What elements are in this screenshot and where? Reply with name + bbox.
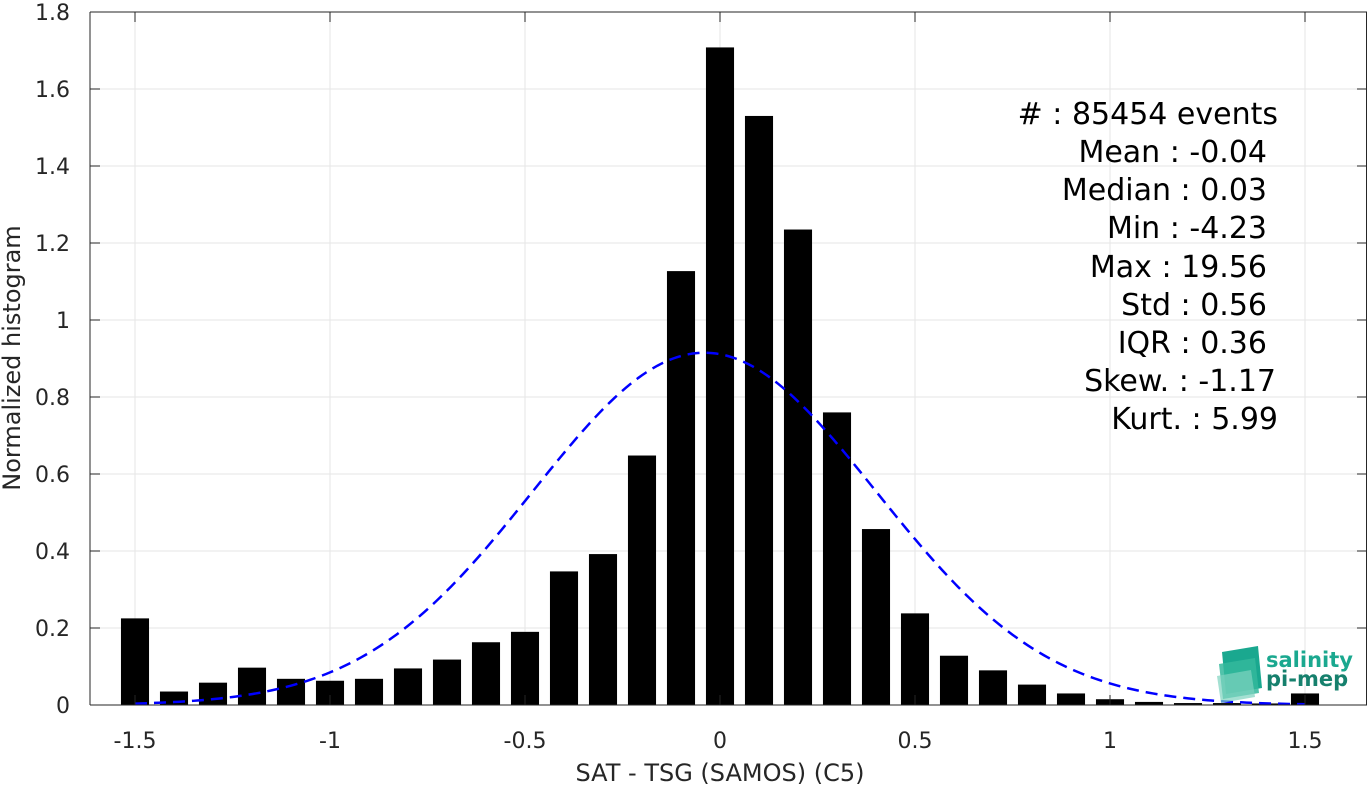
y-tick-label: 0.2 (35, 617, 70, 642)
histogram-bar (1017, 684, 1047, 705)
histogram-bar (1173, 703, 1203, 705)
x-tick-label: -1.5 (114, 729, 157, 754)
stat-max: Max : 19.56 (1090, 250, 1267, 285)
y-tick-label: 0.4 (35, 540, 70, 565)
y-tick-label: 0.6 (35, 463, 70, 488)
histogram-bar (471, 642, 501, 705)
histogram-bar (1134, 701, 1164, 705)
histogram-bar (861, 529, 891, 705)
histogram-bar (939, 655, 969, 705)
stat-min: Min : -4.23 (1107, 211, 1267, 246)
histogram-bar (783, 229, 813, 705)
y-tick-label: 1 (56, 309, 70, 334)
stat-std: Std : 0.56 (1121, 288, 1267, 323)
histogram-bar (822, 412, 852, 705)
histogram-bar (510, 631, 540, 705)
y-tick-label: 1.8 (35, 1, 70, 26)
histogram-bar (393, 668, 423, 705)
stat-iqr: IQR : 0.36 (1118, 326, 1267, 361)
x-tick-label: 1.5 (1288, 729, 1323, 754)
histogram-bar (237, 667, 267, 705)
x-tick-label: 0.5 (898, 729, 933, 754)
gaussian-fit-curve (134, 351, 1306, 706)
x-tick-label: -1 (319, 729, 341, 754)
logo-line-1: salinity (1266, 648, 1353, 672)
histogram-bar (1212, 703, 1242, 705)
wave-logo-icon (1217, 646, 1262, 703)
histogram-bar (705, 47, 735, 706)
stats-box: # : 85454 events Mean : -0.04 Median : 0… (1018, 97, 1278, 437)
x-tick-label: 1 (1103, 729, 1117, 754)
salinity-pi-mep-logo: salinity pi-mep (1217, 646, 1353, 703)
y-tick-label: 1.6 (35, 78, 70, 103)
y-tick-label: 0.8 (35, 386, 70, 411)
histogram-bar (666, 271, 696, 705)
histogram-bar (627, 455, 657, 705)
logo-line-2: pi-mep (1266, 667, 1348, 691)
y-axis-ticks: 0 0.2 0.4 0.6 0.8 1 1.2 1.4 1.6 1.8 (35, 1, 1367, 719)
histogram-bar (549, 571, 579, 705)
histogram-bar (588, 554, 618, 705)
y-tick-label: 0 (56, 694, 70, 719)
histogram-bar (978, 670, 1008, 705)
x-axis-ticks: -1.5 -1 -0.5 0 0.5 1 1.5 (114, 12, 1323, 754)
x-tick-label: -0.5 (504, 729, 547, 754)
histogram-bar (432, 659, 462, 705)
y-tick-label: 1.2 (35, 232, 70, 257)
histogram-bar (744, 115, 774, 705)
stat-mean: Mean : -0.04 (1078, 135, 1267, 170)
histogram-bar (120, 618, 150, 705)
histogram-bar (900, 613, 930, 705)
histogram-bar (1056, 693, 1086, 705)
stat-median: Median : 0.03 (1062, 173, 1267, 208)
x-axis-label: SAT - TSG (SAMOS) (C5) (576, 759, 865, 785)
stat-skew: Skew. : -1.17 (1084, 364, 1276, 399)
histogram-bar (354, 678, 384, 705)
histogram-bars (120, 47, 1320, 706)
x-tick-label: 0 (713, 729, 727, 754)
histogram-bar (198, 682, 228, 705)
stat-events: # : 85454 events (1018, 97, 1278, 132)
y-axis-label: Normalized histogram (0, 225, 26, 490)
y-tick-label: 1.4 (35, 155, 70, 180)
stat-kurt: Kurt. : 5.99 (1111, 402, 1278, 437)
histogram-bar (276, 678, 306, 705)
